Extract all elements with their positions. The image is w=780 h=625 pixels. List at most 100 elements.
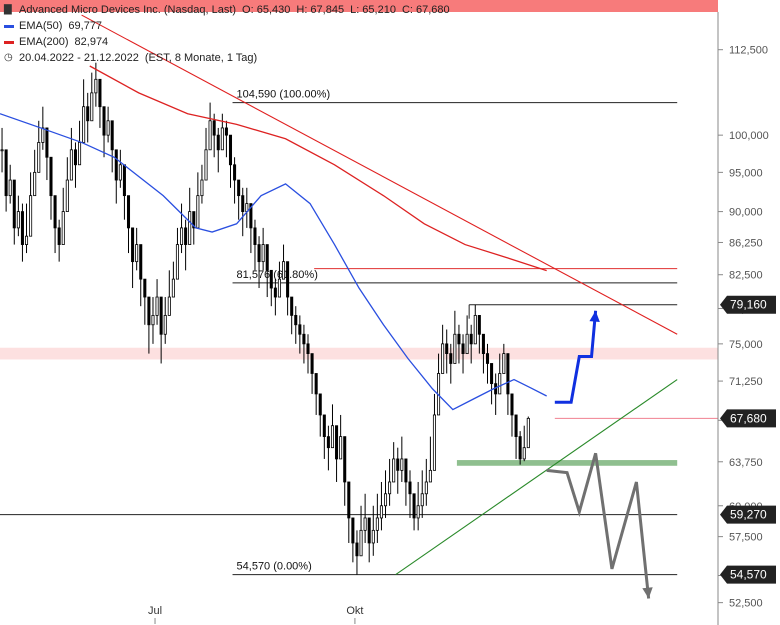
- candlestick-icon: ▇: [4, 4, 12, 15]
- candle-body: [428, 469, 432, 483]
- price-tick-label: 52,500: [729, 598, 763, 610]
- candle-body: [212, 120, 216, 136]
- candle-body: [277, 278, 281, 298]
- candle-body: [98, 78, 102, 108]
- candle-body: [359, 529, 363, 557]
- price-badges: 79,160 67,680 59,270 54,570: [720, 295, 776, 584]
- ema200-line: [89, 65, 547, 272]
- candle-body: [388, 481, 392, 495]
- candle-body: [294, 315, 298, 326]
- forecast-layer: [546, 310, 653, 599]
- candle-body: [465, 333, 469, 355]
- candle-body: [53, 195, 57, 229]
- candle-body: [8, 179, 12, 197]
- candle-body: [90, 92, 94, 122]
- candle-body: [473, 315, 477, 345]
- candle-body: [37, 142, 41, 173]
- candle-body: [502, 353, 506, 374]
- candle-body: [269, 269, 273, 289]
- candle-body: [4, 149, 8, 197]
- candle-body: [375, 517, 379, 531]
- candle-body: [514, 414, 518, 438]
- candle-body: [449, 353, 453, 364]
- candle-body: [298, 324, 302, 335]
- candle-body: [396, 458, 400, 471]
- price-tick-label: 71,250: [729, 376, 763, 388]
- candle-body: [188, 211, 192, 245]
- candle-body: [412, 493, 416, 519]
- candle-body: [347, 481, 351, 519]
- candle-body: [335, 425, 339, 460]
- price-badge-label: 54,570: [730, 568, 767, 582]
- price-badge: [720, 295, 776, 314]
- candle-body: [20, 211, 24, 245]
- candle-body: [171, 278, 175, 298]
- candle-body: [167, 296, 171, 316]
- candle-body: [233, 164, 237, 181]
- candle-body: [65, 179, 69, 212]
- support-zone: [456, 460, 678, 466]
- candle-body: [122, 164, 126, 197]
- candle-body: [73, 149, 77, 166]
- time-tick-label: Jul: [148, 605, 162, 617]
- price-badge: [720, 409, 776, 428]
- candle-body: [257, 244, 261, 263]
- candle-body: [208, 120, 212, 151]
- candle-body: [330, 425, 335, 449]
- candle-body: [147, 296, 151, 326]
- candle-body: [314, 373, 318, 395]
- candle-body: [383, 493, 388, 507]
- candle-body: [94, 78, 98, 94]
- candle-body: [155, 296, 159, 316]
- chart-legend: ▇ Advanced Micro Devices Inc. (Nasdaq, L…: [4, 2, 450, 66]
- candle-body: [424, 481, 428, 495]
- price-badge: [720, 505, 776, 524]
- clock-icon: ◷: [4, 52, 13, 63]
- price-tick-label: 63,750: [729, 457, 763, 469]
- candle-body: [57, 227, 61, 245]
- candle-body: [485, 353, 490, 364]
- candle-body: [453, 333, 457, 364]
- candle-body: [180, 227, 184, 245]
- candle-body: [441, 343, 445, 374]
- candle-body: [404, 458, 408, 483]
- candle-body: [49, 156, 53, 197]
- fib-level-label: 81,576 (61.80%): [237, 269, 318, 281]
- ema50-value: 69,777: [68, 20, 103, 32]
- candle-body: [204, 149, 208, 181]
- candle-body: [33, 171, 37, 197]
- ema200-value: 82,974: [74, 36, 109, 48]
- downtrend-line: [81, 14, 678, 335]
- open-value: O: 65,430: [242, 4, 291, 16]
- candle-body: [241, 195, 245, 212]
- candle-body: [302, 333, 306, 345]
- candle-body: [457, 333, 461, 345]
- candle-body: [265, 244, 269, 271]
- candle-body: [175, 244, 179, 280]
- time-axis: Jul Okt: [148, 605, 363, 624]
- candle-body: [355, 542, 359, 557]
- candle-body: [192, 211, 196, 229]
- candle-body: [45, 127, 49, 158]
- candle-body: [200, 179, 204, 197]
- candle-body: [118, 164, 122, 181]
- bearish-forecast-arrow-arrowhead: [642, 587, 653, 599]
- candle-body: [78, 142, 82, 166]
- candle-body: [16, 211, 20, 229]
- ema50-swatch: [4, 24, 14, 28]
- levels-layer: 104,590 (100.00%) 81,576 (61.80%) 54,570 (…: [0, 89, 718, 576]
- candle-body: [326, 436, 330, 449]
- candle-body: [461, 343, 465, 355]
- price-tick-label: 57,500: [729, 532, 763, 544]
- candle-body: [196, 195, 200, 229]
- candle-body: [526, 417, 530, 449]
- fib-level-label: 54,570 (0.00%): [237, 561, 312, 573]
- time-tick-label: Okt: [346, 605, 363, 617]
- candle-body: [318, 393, 322, 416]
- zones-layer: [0, 0, 718, 466]
- ema50-label: EMA(50): [19, 20, 63, 32]
- candle-body: [408, 481, 412, 495]
- candle-body: [126, 195, 131, 229]
- candle-body: [224, 127, 228, 136]
